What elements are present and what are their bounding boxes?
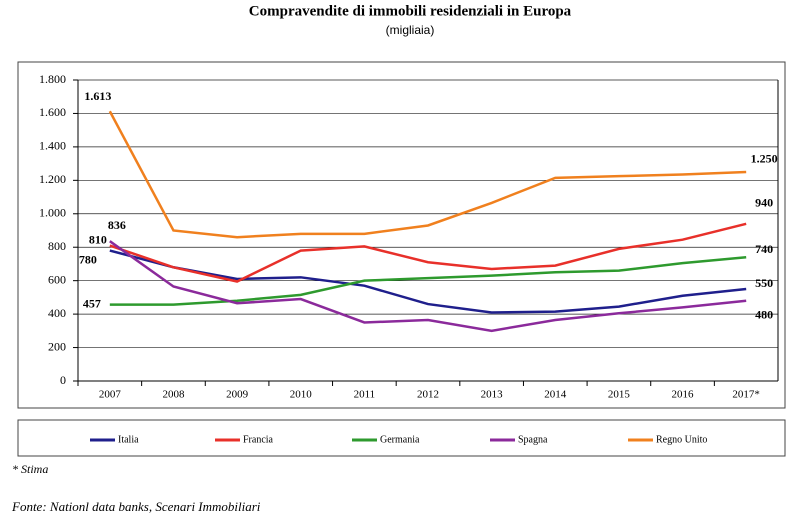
x-tick-label: 2015 xyxy=(608,389,631,401)
data-label: 836 xyxy=(108,218,126,232)
y-tick-label: 800 xyxy=(48,239,66,253)
y-tick-label: 200 xyxy=(48,339,66,353)
legend-label: Regno Unito xyxy=(656,434,707,445)
data-label: 480 xyxy=(755,307,773,321)
series-line xyxy=(109,240,747,333)
footnote: * Stima xyxy=(12,462,48,476)
y-tick-label: 1.400 xyxy=(39,139,66,153)
series-line xyxy=(109,256,747,306)
data-label: 810 xyxy=(89,232,107,246)
data-label: 940 xyxy=(755,196,773,210)
legend-label: Italia xyxy=(118,434,139,445)
chart-subtitle: (migliaia) xyxy=(386,23,435,37)
legend-label: Spagna xyxy=(518,434,548,445)
chart-title: Compravendite di immobili residenziali i… xyxy=(249,3,572,19)
y-tick-label: 600 xyxy=(48,272,66,286)
data-label: 457 xyxy=(83,296,101,310)
x-tick-label: 2010 xyxy=(290,389,313,401)
x-tick-label: 2011 xyxy=(354,389,376,401)
data-label: 1.613 xyxy=(84,89,111,103)
series-line xyxy=(109,249,747,314)
chart-frame xyxy=(17,61,786,409)
data-label: 780 xyxy=(79,252,97,266)
y-tick-label: 1.800 xyxy=(39,72,66,86)
series-line xyxy=(109,222,747,283)
y-tick-label: 400 xyxy=(48,306,66,320)
legend-label: Francia xyxy=(243,434,274,445)
source: Fonte: Nationl data banks, Scenari Immob… xyxy=(11,499,261,514)
y-tick-label: 0 xyxy=(60,373,66,387)
x-tick-label: 2009 xyxy=(226,389,249,401)
x-tick-label: 2007 xyxy=(99,389,122,401)
x-tick-label: 2012 xyxy=(417,389,439,401)
legend-label: Germania xyxy=(380,434,420,445)
y-tick-label: 1.000 xyxy=(39,206,66,220)
x-tick-label: 2014 xyxy=(544,389,567,401)
x-tick-label: 2017* xyxy=(732,389,760,401)
y-tick-label: 1.200 xyxy=(39,172,66,186)
data-label: 550 xyxy=(755,276,773,290)
data-label: 1.250 xyxy=(751,152,778,166)
legend-frame xyxy=(17,419,786,457)
x-tick-label: 2008 xyxy=(162,389,185,401)
x-tick-label: 2013 xyxy=(481,389,504,401)
data-label: 740 xyxy=(755,242,773,256)
y-tick-label: 1.600 xyxy=(39,105,66,119)
x-tick-label: 2016 xyxy=(672,389,695,401)
series-line xyxy=(108,110,747,239)
